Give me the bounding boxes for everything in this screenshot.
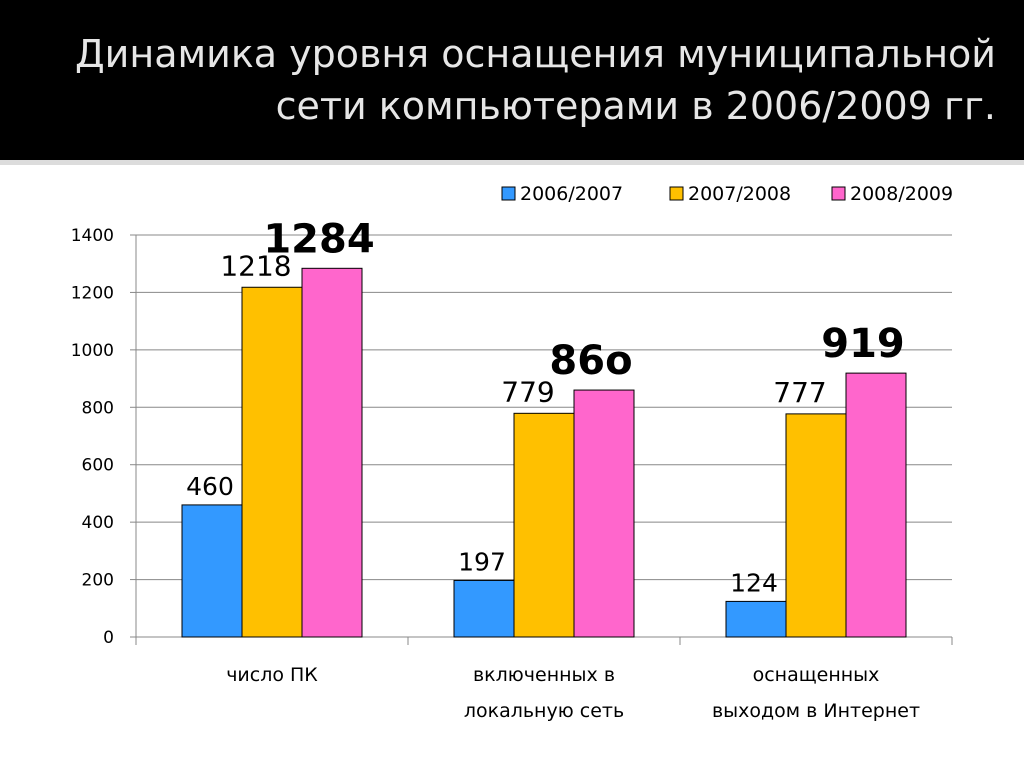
slide-title-line-1: Динамика уровня оснащения муниципальной	[74, 32, 996, 76]
x-tick-label: оснащенных	[753, 664, 880, 686]
bar	[301, 267, 363, 638]
x-tick-label: локальную сеть	[464, 700, 624, 722]
bar	[453, 579, 515, 638]
x-tick-label: выходом в Интернет	[712, 700, 920, 722]
y-tick-label: 1400	[71, 226, 114, 246]
bar	[785, 413, 847, 638]
bar	[845, 372, 907, 638]
bar	[573, 389, 635, 638]
y-tick-label: 400	[82, 513, 114, 533]
y-tick-label: 600	[82, 456, 114, 476]
y-tick-label: 0	[103, 628, 114, 648]
bar	[181, 504, 243, 638]
data-label: 460	[186, 472, 234, 501]
y-tick-label: 200	[82, 571, 114, 591]
y-tick-label: 1200	[71, 283, 114, 303]
data-label: 919	[821, 321, 905, 367]
data-label: 1218	[220, 249, 291, 282]
bar	[513, 412, 575, 638]
slide-title: Динамика уровня оснащения муниципальной …	[16, 28, 996, 132]
data-label: 197	[458, 547, 506, 576]
data-label: 1284	[263, 216, 374, 262]
bar	[725, 600, 787, 638]
legend-label: 2007/2008	[688, 183, 791, 205]
legend-swatch	[501, 186, 516, 201]
slide-title-line-2: сети компьютерами в 2006/2009 гг.	[275, 84, 996, 128]
legend-swatch	[669, 186, 684, 201]
bar	[241, 286, 303, 638]
x-tick-label: включенных в	[473, 664, 615, 686]
header-divider	[0, 160, 1024, 165]
title-bar: Динамика уровня оснащения муниципальной …	[0, 0, 1024, 160]
legend-swatch	[831, 186, 846, 201]
legend-label: 2006/2007	[520, 183, 623, 205]
y-tick-label: 800	[82, 398, 114, 418]
legend-label: 2008/2009	[850, 183, 953, 205]
y-tick-label: 1000	[71, 341, 114, 361]
data-label: 779	[501, 375, 554, 408]
data-label: 777	[773, 376, 826, 409]
x-tick-label: число ПК	[226, 664, 318, 686]
data-label: 124	[730, 568, 778, 597]
data-label: 86o	[549, 338, 632, 384]
